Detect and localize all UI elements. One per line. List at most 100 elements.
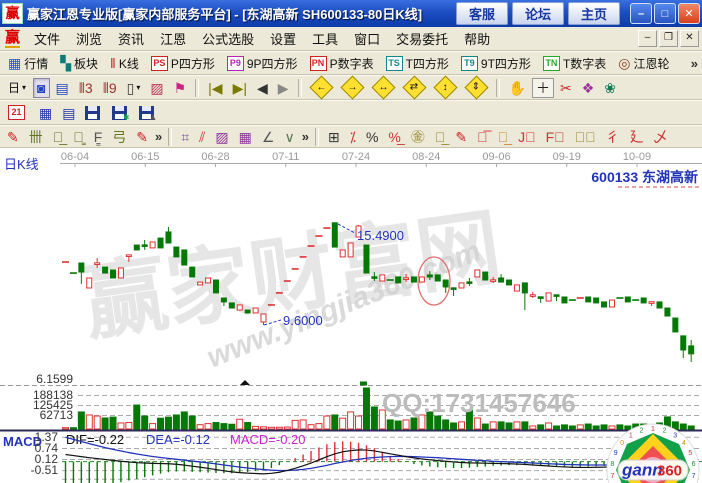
save-user-icon[interactable]: ♟ bbox=[135, 104, 160, 122]
save-settings-icon[interactable]: ✱ bbox=[108, 104, 133, 122]
zigzag-chart-icon[interactable]: ◙ bbox=[33, 77, 50, 98]
expand-v-diamond[interactable]: ↕ bbox=[431, 75, 460, 100]
file-toolbar: 21 ▦ ▤ ✱ ♟ bbox=[0, 100, 702, 125]
minimize-button[interactable]: – bbox=[630, 3, 652, 24]
draw-gann-grid-2[interactable]: 金̳ bbox=[73, 128, 84, 145]
t-digit-table-button[interactable]: TN T数字表 bbox=[538, 53, 611, 74]
next-bar-button[interactable]: ▶ bbox=[277, 79, 289, 96]
draw-gann-circle[interactable]: ㊎ bbox=[410, 128, 425, 145]
svg-text:188138: 188138 bbox=[33, 388, 73, 402]
draw-gann-grid-1[interactable]: 金̲ bbox=[52, 128, 64, 145]
notes-icon[interactable]: ▤ bbox=[62, 104, 76, 121]
last-bar-button[interactable]: ▶| bbox=[232, 79, 247, 96]
menu-资讯[interactable]: 资讯 bbox=[118, 32, 145, 47]
info-panel-icon[interactable]: ▤ bbox=[55, 79, 69, 96]
draw-x-line[interactable]: 乄 bbox=[653, 128, 668, 145]
expand-h-diamond[interactable]: ↔ bbox=[369, 75, 398, 100]
kline-button[interactable]: ‖ K线 bbox=[110, 55, 139, 71]
menu-设置[interactable]: 设置 bbox=[270, 32, 297, 47]
gann-wheel-button[interactable]: ◎ 江恩轮 bbox=[618, 55, 670, 71]
quotes-button[interactable]: ▦ 行情 bbox=[8, 55, 49, 71]
draw-spiral[interactable]: 弓 bbox=[112, 128, 127, 145]
menu-江恩[interactable]: 江恩 bbox=[160, 32, 187, 47]
maximize-button[interactable]: □ bbox=[654, 3, 676, 24]
first-bar-button[interactable]: |◀ bbox=[208, 79, 223, 96]
menu-帮助[interactable]: 帮助 bbox=[464, 32, 491, 47]
draw-price-scale[interactable]: ⊞ bbox=[327, 128, 340, 145]
save-icon[interactable] bbox=[81, 104, 106, 122]
mask-tool-icon[interactable]: ❖ bbox=[581, 79, 595, 96]
draw-gann-line[interactable]: 金̲ bbox=[434, 128, 446, 145]
overflow-chevron[interactable]: » bbox=[690, 55, 698, 71]
mdi-close-button[interactable]: ✕ bbox=[680, 30, 699, 47]
draw-pen[interactable]: ✎ bbox=[7, 128, 19, 145]
p-square-button[interactable]: PS P四方形 bbox=[146, 53, 220, 74]
p-digit-table-button[interactable]: PN P数字表 bbox=[305, 53, 379, 74]
draw-box-fan[interactable]: ▨ bbox=[215, 128, 229, 145]
hand-tool-icon[interactable]: ✋ bbox=[508, 79, 526, 96]
draw-percent-2[interactable]: %̲ bbox=[388, 128, 401, 145]
draw-mesh[interactable]: ▦ bbox=[238, 128, 252, 145]
svg-text:QQ:1731457646: QQ:1731457646 bbox=[382, 388, 576, 418]
calculator-icon[interactable]: ▦ bbox=[39, 104, 53, 121]
draw-f-line[interactable]: F⃫ bbox=[545, 128, 565, 145]
bars-3-icon[interactable]: ⦀3 bbox=[78, 79, 93, 96]
mdi-restore-button[interactable]: ❐ bbox=[659, 30, 678, 47]
cut-tool-icon[interactable]: ✂ bbox=[559, 79, 572, 96]
customer-service-button[interactable]: 客服 bbox=[456, 2, 508, 25]
menu-窗口[interactable]: 窗口 bbox=[354, 32, 381, 47]
draw-fan-lines[interactable]: ⫽ bbox=[199, 128, 206, 145]
app-logo-icon: 赢 bbox=[2, 3, 23, 24]
draw-walk-line[interactable]: 彳 bbox=[605, 128, 620, 145]
close-button[interactable]: ✕ bbox=[678, 3, 700, 24]
draw-gann-red-2[interactable]: 金̲ bbox=[497, 128, 509, 145]
toolbar-separator bbox=[297, 78, 302, 97]
calendar-icon[interactable]: 21 bbox=[3, 103, 33, 122]
overflow-chevron[interactable]: » bbox=[155, 129, 163, 144]
svg-text:6: 6 bbox=[692, 461, 696, 468]
period-day-selector[interactable]: 日 ▾ bbox=[8, 81, 27, 95]
shift-left-diamond[interactable]: ← bbox=[307, 75, 336, 100]
mdi-minimize-button[interactable]: – bbox=[638, 30, 657, 47]
swap-h-diamond[interactable]: ⇄ bbox=[400, 75, 429, 100]
draw-gann-red-1[interactable]: 金̅ bbox=[477, 128, 488, 145]
swap-v-diamond[interactable]: ⇕ bbox=[462, 75, 491, 100]
bars-9-icon[interactable]: ⦀9 bbox=[102, 79, 117, 96]
draw-box-tool[interactable]: ⌗ bbox=[181, 128, 190, 145]
homepage-button[interactable]: 主页 bbox=[568, 2, 620, 25]
draw-gann-pen[interactable]: ✎ bbox=[455, 128, 468, 145]
9t-square-button[interactable]: T9 9T四方形 bbox=[456, 53, 536, 74]
menu-浏览[interactable]: 浏览 bbox=[76, 32, 103, 47]
sectors-button[interactable]: ▚ 板块 bbox=[60, 55, 99, 71]
draw-gann-slash[interactable]: 金⃫ bbox=[574, 128, 596, 145]
draw-grid[interactable]: 卌 bbox=[28, 128, 43, 145]
svg-text:360: 360 bbox=[657, 463, 682, 480]
forum-button[interactable]: 论坛 bbox=[512, 2, 564, 25]
draw-angle[interactable]: ∠ bbox=[261, 128, 275, 145]
area-tool-icon[interactable]: ❀ bbox=[604, 79, 617, 96]
prev-bar-button[interactable]: ◀ bbox=[256, 79, 268, 96]
draw-vee[interactable]: ∨ bbox=[284, 128, 295, 145]
draw-percent[interactable]: % bbox=[365, 128, 379, 145]
menu-交易委托[interactable]: 交易委托 bbox=[396, 32, 449, 47]
draw-j-line[interactable]: J⃫ bbox=[518, 128, 536, 145]
pattern-icon[interactable]: ▨ bbox=[150, 79, 164, 96]
candle-style-selector[interactable]: ▯ ▾ bbox=[126, 79, 141, 96]
flag-chart-icon[interactable]: ⚑ bbox=[173, 79, 187, 96]
draw-pen-2[interactable]: ✎ bbox=[136, 128, 149, 145]
overflow-chevron[interactable]: » bbox=[301, 129, 309, 144]
menu-文件[interactable]: 文件 bbox=[34, 32, 61, 47]
9p-square-button[interactable]: P9 9P四方形 bbox=[222, 53, 303, 74]
draw-percent-line[interactable]: ⁒ bbox=[349, 128, 356, 145]
shift-right-diamond[interactable]: → bbox=[338, 75, 367, 100]
draw-court-line[interactable]: 廴 bbox=[629, 128, 644, 145]
crosshair-tool-icon[interactable]: ＋ bbox=[531, 77, 554, 98]
menu-工具[interactable]: 工具 bbox=[312, 32, 339, 47]
draw-f-grid[interactable]: F̳ bbox=[93, 128, 103, 145]
menu-logo-icon: 赢 bbox=[5, 29, 21, 48]
svg-text:2: 2 bbox=[663, 428, 667, 435]
menu-公式选股[interactable]: 公式选股 bbox=[202, 32, 255, 47]
t-square-button[interactable]: TS T四方形 bbox=[381, 53, 454, 74]
